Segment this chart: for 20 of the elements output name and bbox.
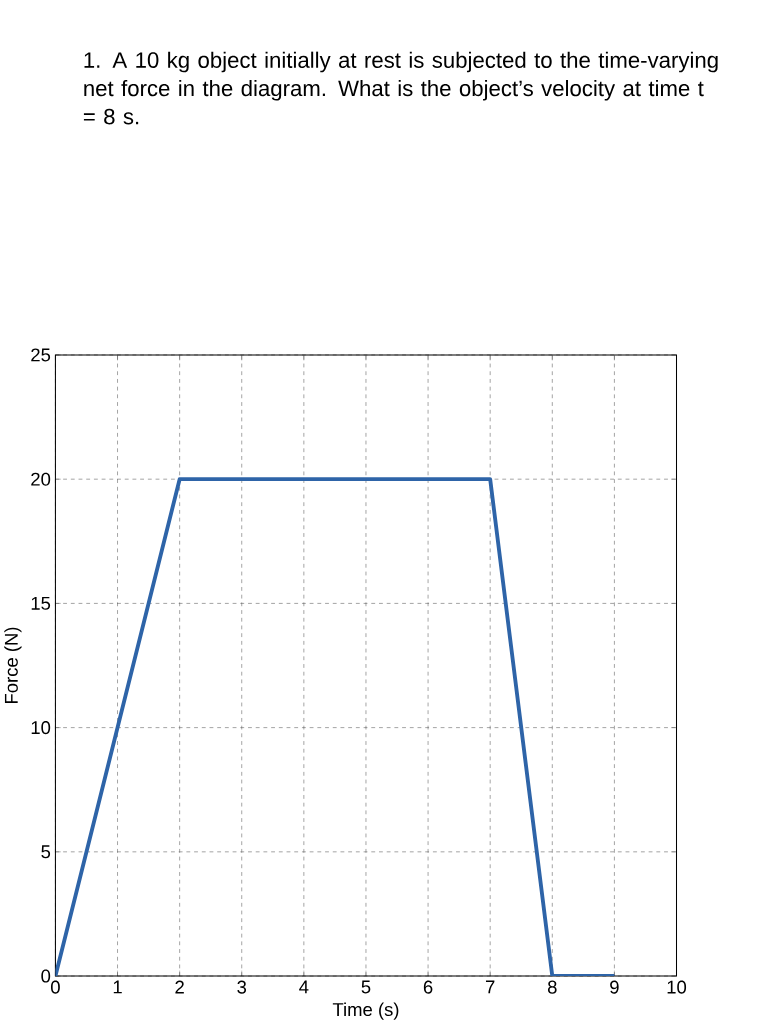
- y-axis-title: Force (N): [4, 627, 22, 704]
- y-tick-label: 25: [31, 348, 51, 362]
- x-tick-label: 3: [237, 980, 247, 994]
- chart-title: 1. A 10 kg object initially at rest is subjected to the time-varying net force in the diagram. What is the object’s velocity at time t = 8 s.: [83, 51, 718, 125]
- y-tick-label: 20: [31, 472, 51, 486]
- x-tick-label: 8: [547, 980, 557, 994]
- x-axis-title: Time (s): [332, 1002, 399, 1020]
- x-tick-label: 5: [361, 980, 371, 994]
- y-tick-label: 0: [41, 969, 51, 983]
- y-tick-label: 5: [41, 845, 51, 859]
- x-tick-label: 1: [113, 980, 122, 994]
- x-tick-label: 9: [610, 980, 619, 994]
- y-tick-label: 15: [31, 596, 51, 610]
- x-tick-label: 4: [299, 980, 309, 994]
- x-tick-label: 7: [485, 980, 495, 994]
- x-tick-label: 10: [667, 980, 686, 994]
- y-tick-label: 10: [31, 721, 51, 735]
- x-tick-label: 6: [423, 980, 433, 994]
- x-tick-label: 2: [175, 980, 184, 994]
- x-tick-label: 0: [50, 980, 60, 994]
